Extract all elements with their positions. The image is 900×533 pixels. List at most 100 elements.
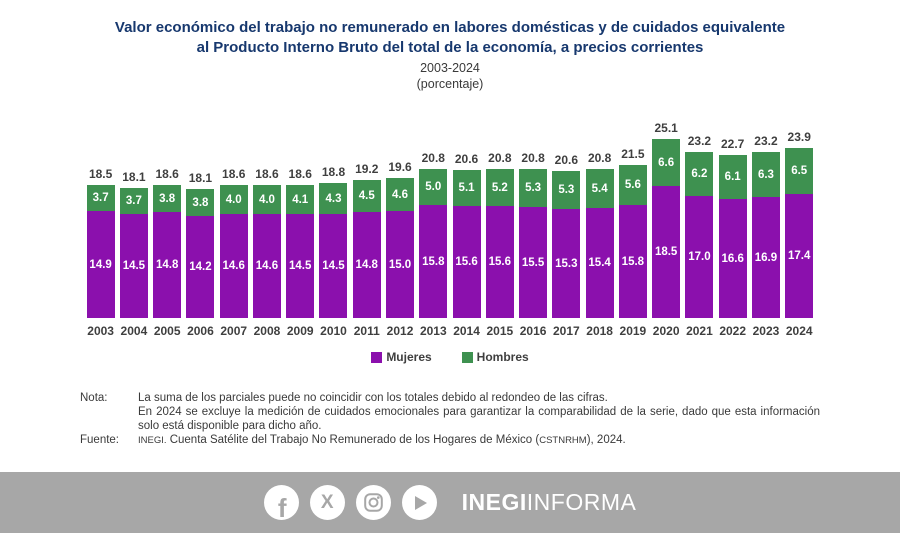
- bar-stack-2014: 20.6 5.1 15.6: [450, 118, 483, 318]
- chart-period: 2003-2024: [420, 61, 480, 75]
- year-label-2015: 2015: [486, 324, 514, 338]
- fuente-label: Fuente:: [80, 434, 119, 446]
- chart-title-line2: al Producto Interno Bruto del total de l…: [196, 39, 704, 56]
- bar-group-2012: 19.6 4.6 15.0 2012: [383, 118, 416, 338]
- total-value-label: 23.2: [687, 134, 712, 148]
- bar-2021: 6.2 17.0: [685, 152, 714, 318]
- chart-legend: Mujeres Hombres: [0, 350, 900, 364]
- mujeres-segment: 15.3: [552, 209, 581, 318]
- bar-stack-2007: 18.6 4.0 14.6: [217, 118, 250, 318]
- bar-group-2009: 18.6 4.1 14.5 2009: [284, 118, 317, 338]
- fuente-row: Fuente: INEGI. Cuenta Satélite del Traba…: [80, 433, 820, 448]
- year-label-2020: 2020: [652, 324, 680, 338]
- bar-2019: 5.6 15.8: [618, 165, 647, 318]
- year-label-2021: 2021: [686, 324, 713, 338]
- bar-group-2015: 20.8 5.2 15.6 2015: [483, 118, 516, 338]
- legend-label-mujeres: Mujeres: [386, 350, 432, 364]
- hombres-segment: 4.3: [319, 183, 348, 214]
- year-label-2024: 2024: [785, 324, 813, 338]
- bar-2010: 4.3 14.5: [319, 183, 348, 318]
- hombres-segment: 6.2: [685, 152, 714, 196]
- bar-stack-2004: 18.1 3.7 14.5: [117, 118, 150, 318]
- mujeres-segment: 15.5: [519, 207, 548, 318]
- bar-stack-2020: 25.1 6.6 18.5: [650, 118, 683, 318]
- stacked-bar-chart: 18.5 3.7 14.9 2003 18.1 3.7 14.5 2004 18.6 3.8 14.…: [84, 118, 816, 338]
- year-label-2019: 2019: [619, 324, 647, 338]
- bars: 18.5 3.7 14.9 2003 18.1 3.7 14.5 2004 18.6 3.8 14.…: [84, 118, 816, 338]
- bar-group-2008: 18.6 4.0 14.6 2008: [250, 118, 283, 338]
- total-value-label: 19.6: [388, 160, 412, 174]
- hombres-segment: 5.2: [485, 169, 514, 206]
- bar-group-2003: 18.5 3.7 14.9 2003: [84, 118, 117, 338]
- mujeres-swatch-icon: [371, 351, 383, 363]
- mujeres-segment: 14.5: [286, 214, 315, 318]
- bar-stack-2010: 18.8 4.3 14.5: [317, 118, 350, 318]
- total-value-label: 18.1: [122, 170, 146, 184]
- hombres-segment: 6.3: [751, 152, 780, 197]
- total-value-label: 23.2: [754, 134, 778, 148]
- bar-group-2019: 21.5 5.6 15.8 2019: [616, 118, 649, 338]
- x-glyph: X: [320, 492, 334, 513]
- footer-banner: f X INEGIINFORMA: [0, 472, 900, 533]
- bar-stack-2009: 18.6 4.1 14.5: [284, 118, 317, 318]
- fuente-org: INEGI.: [138, 435, 167, 446]
- legend-label-hombres: Hombres: [476, 350, 529, 364]
- mujeres-segment: 16.6: [718, 199, 747, 318]
- bar-stack-2006: 18.1 3.8 14.2: [184, 118, 217, 318]
- mujeres-segment: 15.0: [386, 211, 415, 318]
- mujeres-segment: 15.8: [618, 205, 647, 318]
- hombres-segment: 4.0: [252, 185, 281, 214]
- year-label-2016: 2016: [519, 324, 547, 338]
- year-label-2008: 2008: [253, 324, 281, 338]
- nota-label: Nota:: [80, 392, 108, 404]
- year-label-2022: 2022: [719, 324, 747, 338]
- bar-2014: 5.1 15.6: [452, 170, 481, 318]
- hombres-segment: 6.6: [652, 139, 681, 186]
- bar-group-2024: 23.9 6.5 17.4 2024: [783, 118, 816, 338]
- year-label-2018: 2018: [586, 324, 613, 338]
- total-value-label: 18.5: [88, 167, 113, 181]
- year-label-2005: 2005: [153, 324, 181, 338]
- mujeres-segment: 16.9: [751, 197, 780, 318]
- instagram-icon: [355, 485, 391, 520]
- bar-2012: 4.6 15.0: [386, 178, 415, 318]
- mujeres-segment: 14.5: [119, 214, 148, 318]
- hombres-segment: 5.0: [419, 169, 448, 205]
- bar-stack-2011: 19.2 4.5 14.8: [350, 118, 383, 318]
- facebook-glyph: f: [277, 492, 287, 521]
- bar-stack-2022: 22.7 6.1 16.6: [716, 118, 749, 318]
- mujeres-segment: 15.6: [452, 206, 481, 318]
- hombres-segment: 3.8: [186, 189, 215, 216]
- bar-stack-2019: 21.5 5.6 15.8: [616, 118, 649, 318]
- facebook-icon: f: [263, 485, 299, 521]
- hombres-segment: 3.8: [153, 185, 182, 212]
- bar-stack-2008: 18.6 4.0 14.6: [250, 118, 283, 318]
- year-label-2006: 2006: [187, 324, 214, 338]
- bar-stack-2003: 18.5 3.7 14.9: [84, 118, 117, 318]
- notes-block: Nota: La suma de los parciales puede no …: [80, 391, 820, 448]
- bar-stack-2013: 20.8 5.0 15.8: [417, 118, 450, 318]
- hombres-segment: 4.6: [386, 178, 415, 211]
- year-label-2004: 2004: [120, 324, 148, 338]
- bar-group-2018: 20.8 5.4 15.4 2018: [583, 118, 616, 338]
- year-label-2012: 2012: [386, 324, 414, 338]
- bar-2011: 4.5 14.8: [352, 180, 381, 318]
- year-label-2014: 2014: [453, 324, 480, 338]
- total-value-label: 18.6: [222, 167, 246, 181]
- mujeres-segment: 14.8: [153, 212, 182, 318]
- nota-row-1: Nota: La suma de los parciales puede no …: [80, 391, 820, 405]
- nota-line-1: La suma de los parciales puede no coinci…: [138, 392, 608, 404]
- total-value-label: 18.1: [188, 171, 213, 185]
- total-value-label: 20.8: [587, 151, 612, 165]
- mujeres-segment: 14.6: [219, 214, 248, 318]
- total-value-label: 18.6: [155, 167, 179, 181]
- bar-2009: 4.1 14.5: [286, 185, 315, 318]
- total-value-label: 25.1: [654, 121, 678, 135]
- bar-stack-2016: 20.8 5.3 15.5: [516, 118, 549, 318]
- bar-stack-2005: 18.6 3.8 14.8: [151, 118, 184, 318]
- total-value-label: 20.6: [554, 153, 579, 167]
- hombres-segment: 5.6: [618, 165, 647, 205]
- bar-group-2022: 22.7 6.1 16.6 2022: [716, 118, 749, 338]
- bar-2004: 3.7 14.5: [119, 188, 148, 318]
- bar-group-2020: 25.1 6.6 18.5 2020: [650, 118, 683, 338]
